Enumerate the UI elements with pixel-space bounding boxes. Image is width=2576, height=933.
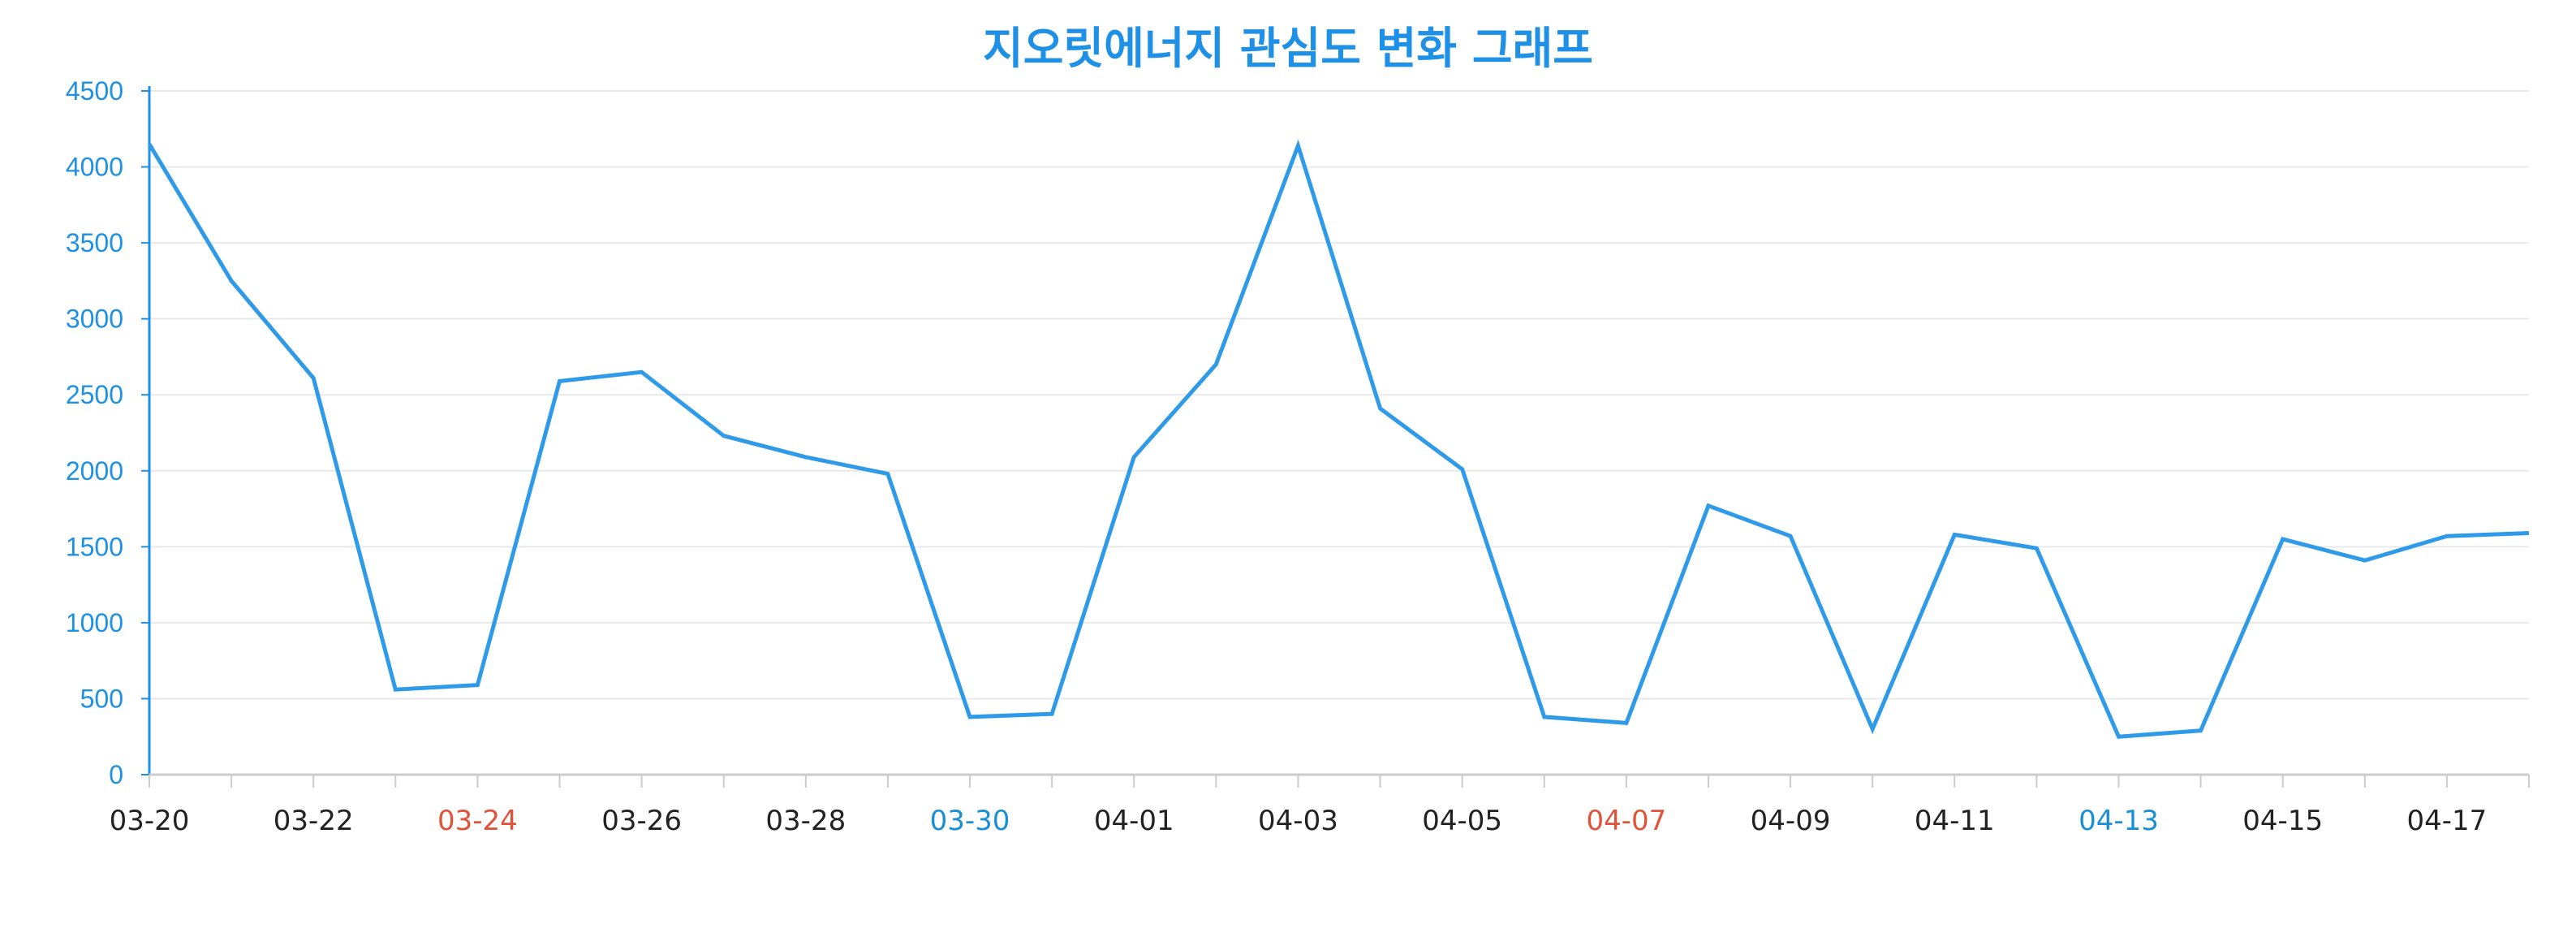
x-axis-ticks: 03-20 03-22 03-24 03-26 03-28 03-30 04-01 04-03… bbox=[110, 775, 2530, 837]
x-tick-label: 04-15 bbox=[2242, 805, 2323, 837]
y-tick-label: 1000 bbox=[66, 608, 123, 637]
x-tick-label: 04-09 bbox=[1751, 805, 1831, 837]
y-tick-label: 500 bbox=[80, 684, 123, 713]
y-tick-label: 3000 bbox=[66, 305, 123, 334]
x-tick-label: 03-24 bbox=[437, 805, 518, 837]
x-tick-label: 04-17 bbox=[2406, 805, 2487, 837]
x-tick-label: 03-30 bbox=[930, 805, 1010, 837]
chart-title: 지오릿에너지 관심도 변화 그래프 bbox=[983, 23, 1593, 74]
y-tick-label: 2000 bbox=[66, 456, 123, 486]
x-tick-label: 03-22 bbox=[274, 805, 354, 837]
x-tick-label: 04-07 bbox=[1586, 805, 1666, 837]
y-tick-label: 4000 bbox=[66, 153, 123, 182]
y-axis-ticks: 0 500 1000 1500 2000 2500 3000 3500 4000 4500 bbox=[66, 76, 149, 789]
grid-lines bbox=[149, 90, 2529, 700]
x-tick-label: 04-01 bbox=[1094, 805, 1174, 837]
x-tick-label: 04-05 bbox=[1422, 805, 1502, 837]
y-tick-label: 3500 bbox=[66, 228, 123, 257]
axes bbox=[148, 86, 2529, 776]
x-tick-label: 04-11 bbox=[1915, 805, 1995, 837]
y-tick-label: 1500 bbox=[66, 532, 123, 561]
x-tick-label: 03-26 bbox=[601, 805, 682, 837]
y-tick-label: 4500 bbox=[66, 76, 123, 106]
y-tick-label: 2500 bbox=[66, 380, 123, 409]
x-tick-label: 04-13 bbox=[2078, 805, 2159, 837]
x-tick-label: 04-03 bbox=[1258, 805, 1338, 837]
y-tick-label: 0 bbox=[109, 760, 123, 789]
series-line bbox=[147, 139, 2530, 739]
series-group bbox=[147, 139, 2530, 739]
x-tick-label: 03-20 bbox=[110, 805, 190, 837]
x-tick-label: 03-28 bbox=[765, 805, 846, 837]
